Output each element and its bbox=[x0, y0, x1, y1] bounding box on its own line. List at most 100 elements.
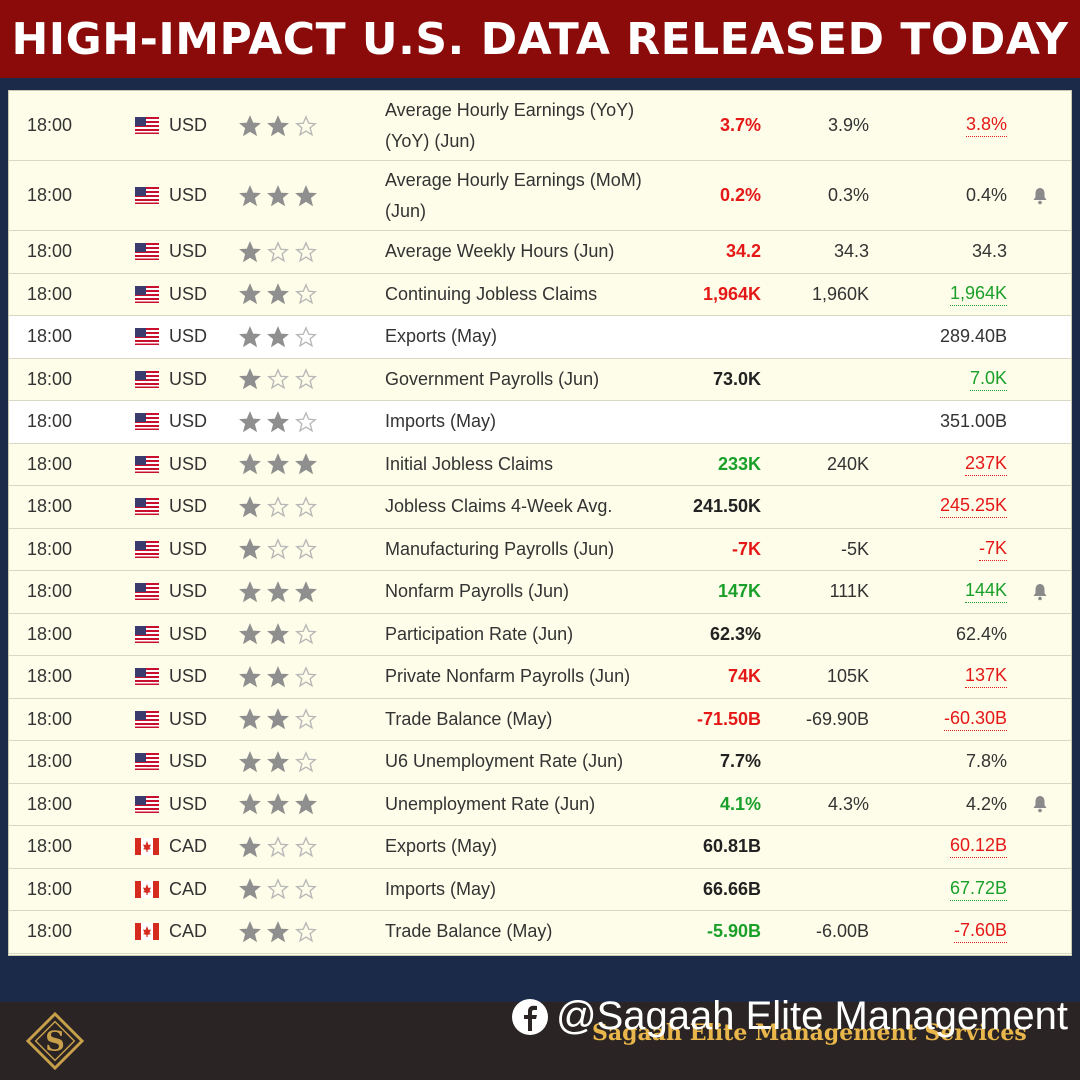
event-name-text: Unemployment Rate (Jun) bbox=[385, 793, 596, 814]
ca-flag-icon bbox=[135, 880, 159, 898]
table-row[interactable]: 18:00 CAD Exports (May) 60.81B 60.12B bbox=[9, 826, 1071, 869]
currency-code: USD bbox=[169, 496, 208, 517]
event-name[interactable]: U6 Unemployment Rate (Jun) bbox=[385, 741, 675, 783]
importance-stars bbox=[239, 316, 339, 358]
event-name-text: Exports (May) bbox=[385, 326, 498, 347]
svg-text:S: S bbox=[45, 1027, 65, 1058]
table-row[interactable]: 18:00 USD Private Nonfarm Payrolls (Jun)… bbox=[9, 656, 1071, 699]
event-name-text: Nonfarm Payrolls (Jun) bbox=[385, 581, 570, 602]
currency-code: USD bbox=[169, 708, 208, 729]
country-flag bbox=[135, 699, 161, 741]
previous-value-text: -7K bbox=[978, 538, 1007, 561]
event-name[interactable]: Participation Rate (Jun) bbox=[385, 614, 675, 656]
footer-subbrand: Sagaah Elite Management Services bbox=[592, 1020, 1027, 1046]
event-name[interactable]: Imports (May) bbox=[385, 401, 675, 443]
star-empty-icon bbox=[295, 665, 317, 687]
event-name[interactable]: Jobless Claims 4-Week Avg. bbox=[385, 486, 675, 528]
importance-stars bbox=[239, 869, 339, 911]
event-name-text: Average Hourly Earnings (MoM) (Jun) bbox=[385, 169, 642, 221]
table-row[interactable]: 18:00 USD Trade Balance (May) -71.50B -6… bbox=[9, 699, 1071, 741]
star-filled-icon bbox=[239, 538, 261, 560]
event-name[interactable]: Nonfarm Payrolls (Jun) bbox=[385, 571, 675, 613]
event-time: 18:00 bbox=[27, 581, 73, 602]
actual-value: 74K bbox=[727, 666, 761, 687]
forecast-value bbox=[779, 486, 869, 528]
table-row[interactable]: 18:00 CAD Trade Balance (May) -5.90B -6.… bbox=[9, 911, 1071, 954]
event-name-text: Trade Balance (May) bbox=[385, 921, 553, 942]
star-filled-icon bbox=[239, 878, 261, 900]
table-row[interactable]: 18:00 USD Average Weekly Hours (Jun) 34.… bbox=[9, 231, 1071, 274]
event-name[interactable]: Continuing Jobless Claims bbox=[385, 274, 675, 316]
event-name-text: Private Nonfarm Payrolls (Jun) bbox=[385, 666, 631, 687]
star-filled-icon bbox=[239, 835, 261, 857]
forecast-value: -6.00B bbox=[815, 921, 869, 942]
table-row[interactable]: 18:00 USD Exports (May) 289.40B bbox=[9, 316, 1071, 359]
event-name-text: Exports (May) bbox=[385, 836, 498, 857]
forecast-value bbox=[779, 401, 869, 443]
event-name[interactable]: Trade Balance (May) bbox=[385, 911, 675, 953]
table-row[interactable]: 18:00 USD Nonfarm Payrolls (Jun) 147K 11… bbox=[9, 571, 1071, 614]
previous-value: -60.30B bbox=[889, 699, 1007, 741]
event-name[interactable]: Average Hourly Earnings (MoM) (Jun) bbox=[385, 161, 675, 230]
actual-value: 60.81B bbox=[702, 836, 761, 857]
table-row[interactable]: 18:00 USD Unemployment Rate (Jun) 4.1% 4… bbox=[9, 784, 1071, 826]
previous-value: 245.25K bbox=[889, 486, 1007, 528]
table-row[interactable]: 18:00 USD Jobless Claims 4-Week Avg. 241… bbox=[9, 486, 1071, 529]
table-row[interactable]: 18:00 USD Continuing Jobless Claims 1,96… bbox=[9, 274, 1071, 316]
star-filled-icon bbox=[267, 708, 289, 730]
table-row[interactable]: 18:00 USD Initial Jobless Claims 233K 24… bbox=[9, 444, 1071, 486]
event-name[interactable]: Imports (May) bbox=[385, 869, 675, 911]
bell-icon[interactable] bbox=[1032, 795, 1048, 813]
event-name[interactable]: Exports (May) bbox=[385, 826, 675, 868]
event-name[interactable]: Private Nonfarm Payrolls (Jun) bbox=[385, 656, 675, 698]
importance-stars bbox=[239, 401, 339, 443]
bell-icon[interactable] bbox=[1032, 583, 1048, 601]
event-name[interactable]: Unemployment Rate (Jun) bbox=[385, 784, 675, 826]
importance-stars bbox=[239, 91, 339, 160]
footer-handle[interactable]: @Sagaah Elite Management bbox=[510, 994, 1068, 1039]
alert-cell bbox=[1029, 571, 1051, 613]
currency-code: USD bbox=[169, 326, 208, 347]
event-time: 18:00 bbox=[27, 793, 73, 814]
us-flag-icon bbox=[135, 243, 159, 261]
star-empty-icon bbox=[295, 368, 317, 390]
currency-code: USD bbox=[169, 581, 208, 602]
event-name-text: Participation Rate (Jun) bbox=[385, 623, 574, 644]
star-filled-icon bbox=[239, 793, 261, 815]
star-empty-icon bbox=[267, 240, 289, 262]
event-name-text: Average Hourly Earnings (YoY) (YoY) (Jun… bbox=[385, 99, 635, 151]
country-flag bbox=[135, 231, 161, 273]
table-row[interactable]: 18:00 USD U6 Unemployment Rate (Jun) 7.7… bbox=[9, 741, 1071, 784]
star-empty-icon bbox=[267, 538, 289, 560]
actual-value: 233K bbox=[717, 453, 761, 474]
event-name[interactable]: Exports (May) bbox=[385, 316, 675, 358]
table-row[interactable]: 18:00 USD Average Hourly Earnings (YoY) … bbox=[9, 91, 1071, 161]
forecast-value: 1,960K bbox=[811, 283, 869, 304]
table-row[interactable]: 18:00 USD Imports (May) 351.00B bbox=[9, 401, 1071, 444]
event-name[interactable]: Average Weekly Hours (Jun) bbox=[385, 231, 675, 273]
event-name[interactable]: Manufacturing Payrolls (Jun) bbox=[385, 529, 675, 571]
bell-icon[interactable] bbox=[1032, 187, 1048, 205]
forecast-value: -69.90B bbox=[805, 708, 869, 729]
table-row[interactable]: 18:00 USD Participation Rate (Jun) 62.3%… bbox=[9, 614, 1071, 656]
us-flag-icon bbox=[135, 583, 159, 601]
event-time: 18:00 bbox=[27, 283, 73, 304]
table-row[interactable]: 18:00 USD Average Hourly Earnings (MoM) … bbox=[9, 161, 1071, 231]
currency-code: USD bbox=[169, 368, 208, 389]
us-flag-icon bbox=[135, 370, 159, 388]
star-empty-icon bbox=[295, 114, 317, 136]
event-name[interactable]: Trade Balance (May) bbox=[385, 699, 675, 741]
forecast-value: 4.3% bbox=[827, 793, 869, 814]
table-row[interactable]: 18:00 USD Manufacturing Payrolls (Jun) -… bbox=[9, 529, 1071, 571]
event-name[interactable]: Average Hourly Earnings (YoY) (YoY) (Jun… bbox=[385, 91, 675, 160]
actual-value: 62.3% bbox=[709, 623, 761, 644]
us-flag-icon bbox=[135, 625, 159, 643]
currency-code: USD bbox=[169, 623, 208, 644]
ca-flag-icon bbox=[135, 923, 159, 941]
previous-value: 1,964K bbox=[889, 274, 1007, 316]
event-name[interactable]: Initial Jobless Claims bbox=[385, 444, 675, 486]
table-row[interactable]: 18:00 CAD Imports (May) 66.66B 67.72B bbox=[9, 869, 1071, 911]
event-name[interactable]: Government Payrolls (Jun) bbox=[385, 359, 675, 401]
country-flag bbox=[135, 656, 161, 698]
table-row[interactable]: 18:00 USD Government Payrolls (Jun) 73.0… bbox=[9, 359, 1071, 401]
